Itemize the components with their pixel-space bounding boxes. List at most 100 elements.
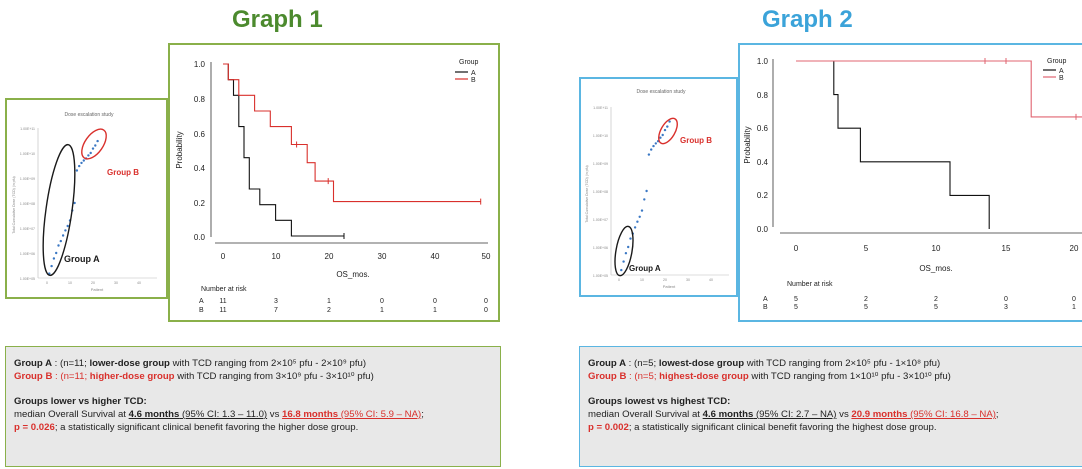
- risk-row-label-a: A: [763, 296, 768, 303]
- x-tick: 20: [1070, 244, 1079, 253]
- x-tick: 40: [431, 252, 440, 261]
- summary-text: median Overall Survival at: [588, 409, 703, 420]
- x-tick: 10: [272, 252, 281, 261]
- group-b-ellipse: [658, 117, 678, 145]
- risk-row-label-b: B: [763, 304, 768, 311]
- scatter-point: [61, 234, 65, 237]
- y-tick: 1.00E+07: [20, 227, 35, 231]
- summary-text: with TCD ranging from 2×10⁵ pfu - 2×10⁹ …: [169, 358, 367, 369]
- summary-group-b-label: Group B: [588, 371, 627, 382]
- risk-cell: 3: [274, 298, 278, 305]
- risk-values-a: 11 3 1 0 0 0: [219, 298, 488, 305]
- x-tick: 50: [482, 252, 491, 261]
- summary-text: lower-dose group: [89, 358, 170, 369]
- y-tick: 1.00E+09: [593, 162, 608, 166]
- risk-cell: 1: [1072, 304, 1076, 311]
- graph1-summary-box: Group A : (n=11; lower-dose group with T…: [5, 346, 501, 467]
- km-y-ticks: 1.0 0.8 0.6 0.4 0.2 0.0: [757, 57, 769, 234]
- summary-p-value: p = 0.026: [14, 422, 55, 433]
- summary-os-a: 4.6 months: [702, 409, 754, 420]
- risk-cell: 1: [380, 307, 384, 314]
- scatter-point: [55, 251, 58, 255]
- summary-os-line: median Overall Survival at 4.6 months (9…: [14, 408, 492, 421]
- risk-table-title: Number at risk: [787, 281, 833, 288]
- km-survival-curves: [796, 58, 1082, 229]
- y-tick: 1.00E+05: [20, 277, 35, 281]
- risk-cell: 5: [934, 304, 938, 311]
- scatter-point: [78, 164, 81, 168]
- scatter-ylabel: Total Cumulative Dose (TCD) (in pfu): [12, 176, 16, 233]
- y-tick: 0.0: [194, 233, 206, 242]
- risk-cell: 7: [274, 307, 278, 314]
- group-a-annotation: Group A: [629, 264, 661, 273]
- km-curve-b: [796, 60, 1082, 118]
- summary-os-b: 16.8 months: [282, 409, 339, 420]
- scatter-point: [659, 136, 662, 139]
- summary-text: : (n=11;: [52, 371, 90, 382]
- summary-text: : (n=11;: [52, 358, 90, 369]
- summary-group-a-label: Group A: [588, 358, 627, 369]
- y-tick: 0.4: [194, 164, 206, 173]
- x-tick: 0: [46, 281, 48, 285]
- scatter-point: [91, 147, 95, 150]
- group-a-ellipse: [614, 225, 634, 277]
- scatter-point: [66, 224, 69, 228]
- summary-group-a-label: Group A: [14, 358, 53, 369]
- legend-label-a: A: [1059, 68, 1064, 75]
- x-tick: 10: [932, 244, 941, 253]
- y-tick: 1.00E+11: [20, 127, 35, 131]
- risk-cell: 3: [1004, 304, 1008, 311]
- x-tick: 10: [68, 281, 72, 285]
- x-tick: 20: [91, 281, 95, 285]
- km-survival-curves: [223, 63, 482, 239]
- y-tick: 0.2: [194, 199, 206, 208]
- risk-values-b: 11 7 2 1 1 0: [219, 307, 488, 314]
- summary-text: ;: [995, 409, 999, 420]
- graph1-scatter-chart: Dose escalation study 1.00E+11 1.00E+10 …: [12, 112, 157, 292]
- y-tick: 0.4: [757, 158, 769, 167]
- graph2-km-frame: Group A B 1.0 0.8 0.6 0.4 0.2 0.0 Probab…: [738, 43, 1082, 322]
- legend-label-b: B: [1059, 75, 1064, 82]
- y-tick: 1.00E+09: [20, 177, 35, 181]
- group-a-ellipse: [42, 143, 76, 277]
- risk-cell: 0: [1072, 296, 1076, 303]
- graph1-scatter-frame: Dose escalation study 1.00E+11 1.00E+10 …: [5, 98, 168, 299]
- x-tick: 30: [114, 281, 118, 285]
- summary-group-a: Group A : (n=11; lower-dose group with T…: [14, 357, 492, 370]
- risk-cell: 11: [219, 298, 226, 305]
- km-curve-b: [223, 63, 481, 203]
- y-tick: 1.00E+10: [593, 134, 608, 138]
- y-tick: 1.00E+07: [593, 218, 608, 222]
- scatter-point: [622, 260, 625, 263]
- risk-cell: 0: [380, 298, 384, 305]
- scatter-xlabel: Patient: [663, 284, 676, 289]
- scatter-point: [654, 142, 657, 145]
- scatter-point: [647, 153, 651, 156]
- risk-cell: 1: [433, 307, 437, 314]
- summary-group-a: Group A : (n=5; lowest-dose group with T…: [588, 357, 1074, 370]
- scatter-point: [59, 239, 62, 243]
- summary-p-line: p = 0.026; a statistically significant c…: [14, 421, 492, 434]
- summary-text: : (n=5;: [626, 358, 659, 369]
- scatter-point: [64, 229, 67, 232]
- summary-text: ;: [421, 409, 424, 420]
- km-y-ticks: 1.0 0.8 0.6 0.4 0.2 0.0: [194, 60, 206, 242]
- summary-text: with TCD ranging from 2×10⁵ pfu - 1×10⁸ …: [744, 358, 941, 369]
- scatter-point: [96, 139, 99, 143]
- y-tick: 0.0: [757, 225, 769, 234]
- scatter-point: [94, 144, 97, 147]
- summary-group-b: Group B : (n=5; highest-dose group with …: [588, 370, 1074, 383]
- y-tick: 0.6: [757, 124, 769, 133]
- scatter-y-ticks: 1.00E+11 1.00E+10 1.00E+09 1.00E+08 1.00…: [20, 127, 35, 281]
- scatter-point: [645, 189, 648, 193]
- y-tick: 1.00E+08: [20, 202, 35, 206]
- group-a-annotation: Group A: [64, 254, 100, 264]
- risk-values-b: 5 5 5 3 1: [794, 304, 1076, 311]
- y-tick: 0.2: [757, 191, 769, 200]
- scatter-point: [640, 209, 644, 212]
- group-b-annotation: Group B: [680, 136, 712, 145]
- risk-cell: 0: [484, 307, 488, 314]
- y-tick: 1.00E+05: [593, 274, 608, 278]
- scatter-point: [73, 201, 76, 205]
- y-tick: 1.0: [194, 60, 206, 69]
